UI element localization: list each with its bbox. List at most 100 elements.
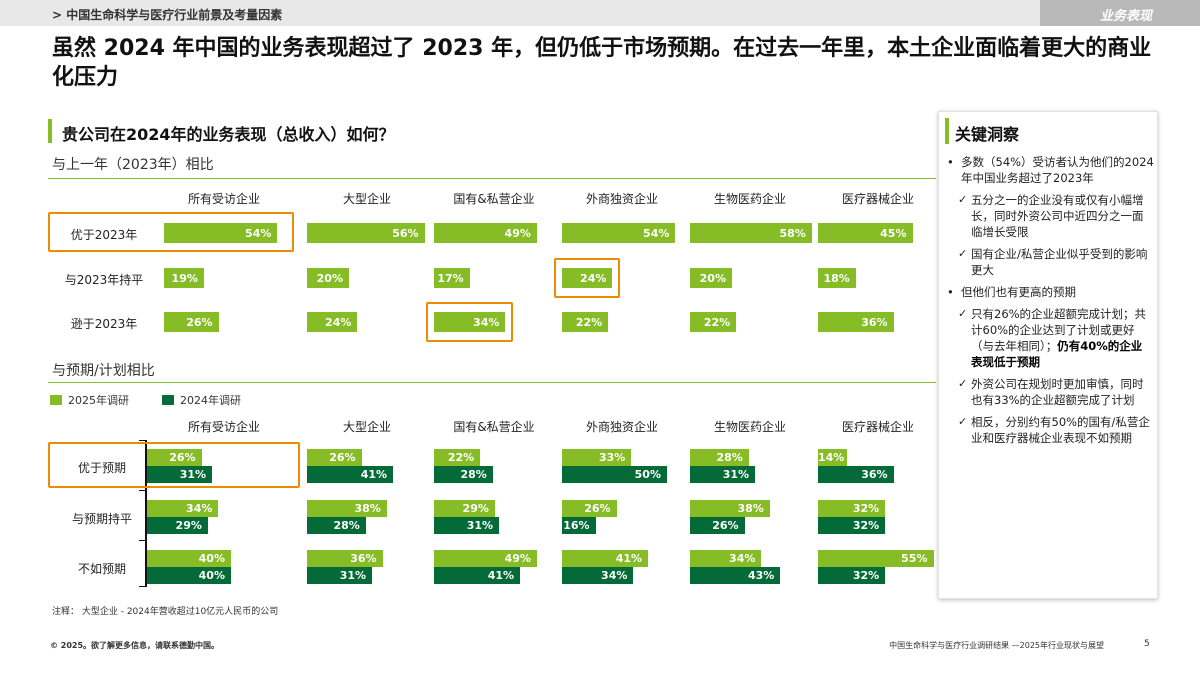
- axis-tick: [139, 440, 147, 441]
- bar: 18%: [818, 268, 856, 288]
- bar: 54%: [562, 223, 676, 243]
- bar-2024: 50%: [562, 466, 667, 483]
- bar: 22%: [562, 312, 609, 332]
- highlight-box: [426, 302, 514, 342]
- top-bar: > 中国生命科学与医疗行业前景及考量因素 业务表现: [0, 0, 1200, 26]
- bar-2024: 28%: [307, 517, 366, 534]
- bar: 24%: [562, 268, 613, 288]
- column-header: 大型企业: [342, 192, 391, 206]
- insight-item: 国有企业/私营企业似乎受到的影响更大: [939, 246, 1157, 278]
- bar-2025: 26%: [307, 449, 362, 466]
- question-title: 贵公司在2024年的业务表现（总收入）如何？: [62, 125, 395, 144]
- bar: 54%: [164, 223, 278, 243]
- breadcrumb: > 中国生命科学与医疗行业前景及考量因素: [52, 8, 283, 22]
- column-header: 外商独资企业: [585, 420, 658, 434]
- bar-2025: 22%: [434, 449, 481, 466]
- section-tag: 业务表现: [1040, 0, 1200, 26]
- chart2-subtitle: 与预期/计划相比: [52, 363, 155, 379]
- insight-item: 只有26%的企业超额完成计划；共计60%的企业达到了计划或更好（与去年相同）；仍…: [939, 306, 1157, 370]
- column-header: 国有&私营企业: [453, 192, 535, 206]
- bar-2024: 32%: [818, 517, 886, 534]
- footnote: 注释： 大型企业 - 2024年营收超过10亿元人民币的公司: [52, 607, 279, 617]
- bar: 20%: [690, 268, 732, 288]
- legend-2024: 2024年调研: [162, 392, 241, 408]
- column-header: 大型企业: [342, 420, 391, 434]
- bar: 49%: [434, 223, 537, 243]
- row-label: 与预期持平: [71, 512, 132, 526]
- bar-2024: 32%: [818, 567, 886, 584]
- axis-tick: [139, 540, 147, 541]
- copyright: © 2025。欲了解更多信息，请联系德勤中国。: [50, 641, 220, 650]
- bar-2025: 34%: [690, 550, 762, 567]
- bar: 24%: [307, 312, 358, 332]
- bar-2025: 38%: [690, 500, 770, 517]
- bar-2024: 34%: [562, 567, 634, 584]
- bar-2025: 14%: [818, 449, 848, 466]
- key-insights-panel: 关键洞察 多数（54%）受访者认为他们的2024年中国业务超过了2023年 五分…: [938, 111, 1158, 599]
- bar: 56%: [307, 223, 425, 243]
- bar-2025: 26%: [147, 449, 202, 466]
- chart2-separator: [48, 382, 936, 383]
- row-label: 优于2023年: [70, 228, 138, 242]
- chart1-separator: [48, 178, 936, 179]
- insight-item: 多数（54%）受访者认为他们的2024年中国业务超过了2023年: [939, 154, 1157, 186]
- bar-2024: 40%: [147, 567, 231, 584]
- column-header: 所有受访企业: [187, 192, 260, 206]
- bar-2025: 33%: [562, 449, 632, 466]
- bar-2024: 41%: [434, 567, 521, 584]
- row-label: 与2023年持平: [64, 273, 144, 287]
- question-accent: [48, 119, 52, 143]
- highlight-box: [48, 212, 294, 252]
- legend-2024-swatch: [162, 395, 174, 405]
- bar-2025: 32%: [818, 500, 886, 517]
- bar: 58%: [690, 223, 812, 243]
- page-number: 5: [1144, 639, 1150, 649]
- column-header: 医疗器械企业: [841, 420, 914, 434]
- bar-2024: 29%: [147, 517, 208, 534]
- bar-2024: 36%: [818, 466, 894, 483]
- bar: 36%: [818, 312, 894, 332]
- bar-2024: 31%: [307, 567, 373, 584]
- chart1-subtitle: 与上一年（2023年）相比: [52, 157, 214, 173]
- column-header: 所有受访企业: [187, 420, 260, 434]
- axis-tick: [139, 490, 147, 491]
- axis-line: [145, 440, 147, 586]
- bar: 26%: [164, 312, 219, 332]
- bar-2025: 28%: [690, 449, 749, 466]
- insight-item: 相反，分别约有50%的国有/私营企业和医疗器械企业表现不如预期: [939, 414, 1157, 446]
- report-name: 中国生命科学与医疗行业调研结果 —2025年行业现状与展望: [889, 641, 1104, 650]
- row-label: 逊于2023年: [70, 317, 138, 331]
- insight-emphasis: 仍有40%的企业表现低于预期: [971, 339, 1143, 369]
- insights-accent: [945, 118, 949, 144]
- bar-2025: 41%: [562, 550, 649, 567]
- bar: 20%: [307, 268, 349, 288]
- bar: 34%: [434, 312, 506, 332]
- legend-2025-swatch: [50, 395, 62, 405]
- bar-2024: 26%: [690, 517, 745, 534]
- bar-2025: 40%: [147, 550, 231, 567]
- column-header: 国有&私营企业: [453, 420, 535, 434]
- highlight-box: [48, 442, 300, 488]
- bar-2025: 38%: [307, 500, 387, 517]
- bar-2024: 31%: [434, 517, 500, 534]
- bar-2025: 49%: [434, 550, 537, 567]
- bar-2024: 41%: [307, 466, 394, 483]
- column-header: 外商独资企业: [585, 192, 658, 206]
- bar-2024: 28%: [434, 466, 493, 483]
- insight-item: 五分之一的企业没有或仅有小幅增长，同时外资公司中近四分之一面临增长受限: [939, 192, 1157, 240]
- bar-2024: 31%: [690, 466, 756, 483]
- page-title: 虽然 2024 年中国的业务表现超过了 2023 年，但仍低于市场预期。在过去一…: [52, 36, 1152, 90]
- legend-2025-label: 2025年调研: [68, 394, 129, 407]
- row-label: 优于预期: [77, 461, 126, 475]
- bar: 19%: [164, 268, 204, 288]
- bar: 22%: [690, 312, 737, 332]
- bar-2025: 55%: [818, 550, 934, 567]
- bar-2025: 36%: [307, 550, 383, 567]
- insight-item: 但他们也有更高的预期: [939, 284, 1157, 300]
- bar-2025: 29%: [434, 500, 495, 517]
- bar-2024: 31%: [147, 466, 213, 483]
- insights-title: 关键洞察: [955, 125, 1020, 144]
- column-header: 生物医药企业: [713, 192, 786, 206]
- column-header: 生物医药企业: [713, 420, 786, 434]
- bar-2025: 34%: [147, 500, 219, 517]
